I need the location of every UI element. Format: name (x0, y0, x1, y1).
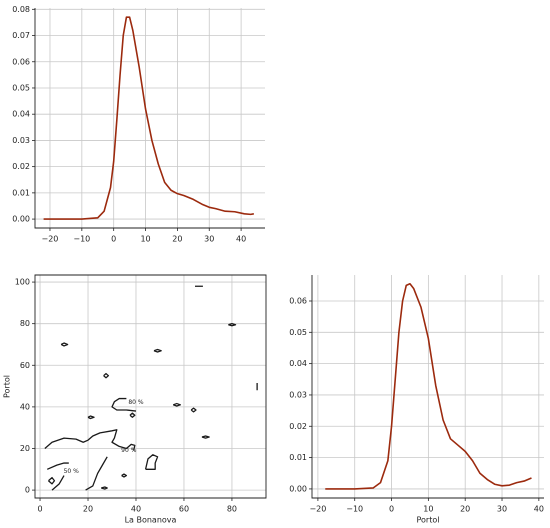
y-tick-label: 0.00 (289, 484, 307, 493)
x-tick-label: 20 (83, 505, 93, 514)
y-tick-label: 0.02 (12, 162, 30, 171)
contour-label: 90 % (121, 447, 137, 454)
x-axis-label: Portol (417, 516, 440, 525)
kde-line (325, 282, 532, 490)
y-axis-label: Portol (3, 375, 12, 398)
x-tick-label: 80 (227, 505, 237, 514)
contour-line (44, 285, 258, 491)
y-tick-label: 20 (20, 444, 30, 453)
y-tick-label: 0.03 (12, 136, 30, 145)
axis-spine (311, 275, 544, 499)
x-tick-label: 30 (497, 505, 507, 514)
x-tick-label: −10 (73, 235, 90, 244)
contour-label: 50 % (64, 468, 80, 475)
x-tick-label: 0 (111, 235, 116, 244)
y-tick-label: 0.08 (12, 5, 30, 14)
x-tick-label: 60 (179, 505, 189, 514)
x-tick-label: −10 (346, 505, 363, 514)
y-tick-label: 100 (15, 278, 30, 287)
y-tick-label: 0.05 (12, 83, 30, 92)
x-tick-label: −20 (42, 235, 59, 244)
y-tick-label: 0.01 (289, 453, 307, 462)
y-tick-label: 0.07 (12, 31, 30, 40)
y-tick-label: 0.04 (289, 359, 307, 368)
x-tick-label: 30 (204, 235, 214, 244)
y-tick-label: 60 (20, 361, 30, 370)
y-tick-label: 0.06 (12, 57, 30, 66)
x-tick-label: 20 (172, 235, 182, 244)
contour-label: 80 % (128, 399, 144, 406)
x-tick-label: 40 (236, 235, 246, 244)
x-tick-label: 40 (534, 505, 544, 514)
y-tick-label: 0.03 (289, 390, 307, 399)
y-tick-label: 0 (25, 486, 30, 495)
axis-spine (34, 8, 265, 229)
y-tick-label: 0.01 (12, 188, 30, 197)
y-tick-label: 0.05 (289, 328, 307, 337)
y-tick-label: 0.00 (12, 215, 30, 224)
x-tick-label: −20 (309, 505, 326, 514)
x-axis-label: La Bonanova (125, 516, 177, 525)
x-tick-label: 0 (37, 505, 42, 514)
x-tick-label: 20 (460, 505, 470, 514)
y-tick-label: 0.04 (12, 110, 30, 119)
x-tick-label: 10 (140, 235, 150, 244)
y-tick-label: 0.06 (289, 296, 307, 305)
kde-line (43, 16, 254, 220)
y-tick-label: 0.02 (289, 422, 307, 431)
x-tick-label: 40 (131, 505, 141, 514)
x-tick-label: 10 (423, 505, 433, 514)
x-tick-label: 0 (389, 505, 394, 514)
axis-spine (34, 274, 267, 499)
y-tick-label: 80 (20, 319, 30, 328)
y-tick-label: 40 (20, 402, 30, 411)
